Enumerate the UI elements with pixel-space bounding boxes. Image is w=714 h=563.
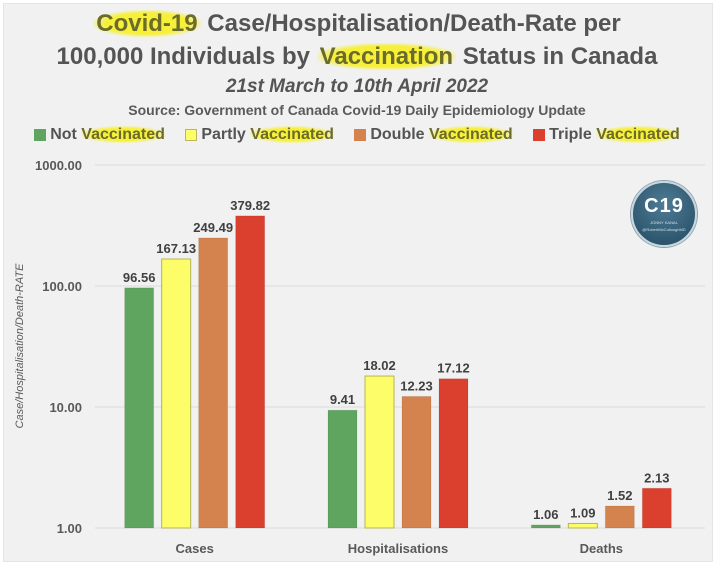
legend-swatch [34, 128, 47, 141]
bar-not-vaccinated-hospitalisations [327, 409, 358, 529]
legend-label: Partly [201, 126, 251, 143]
chart-frame [3, 3, 713, 562]
legend-label-highlight: Vaccinated [596, 126, 680, 143]
data-label: 2.13 [644, 470, 669, 485]
data-label: 167.13 [156, 241, 196, 256]
legend-label: Not [50, 126, 82, 143]
legend-label-highlight: Vaccinated [81, 126, 165, 143]
y-tick-label: 1.00 [57, 521, 82, 536]
title-line2-pre: 100,000 Individuals by [56, 43, 317, 70]
legend-swatch [354, 128, 367, 141]
x-tick-label: Deaths [580, 541, 623, 556]
y-tick-label: 100.00 [42, 279, 82, 294]
data-label: 18.02 [363, 358, 396, 373]
x-axis-labels: Cases Hospitalisations Deaths [176, 541, 624, 556]
legend-label: Double [370, 126, 430, 143]
data-label: 9.41 [330, 392, 355, 407]
y-axis-ticks: 1.00 10.00 100.00 1000.00 [35, 158, 82, 536]
badge-sub-text: JONNY KANAL [650, 220, 678, 225]
legend-label-highlight: Vaccinated [429, 126, 513, 143]
bars [124, 215, 672, 529]
data-label: 17.12 [437, 361, 470, 376]
data-label: 1.09 [570, 505, 595, 520]
bar-triple-vaccinated-deaths [641, 487, 672, 529]
x-tick-label: Hospitalisations [348, 541, 448, 556]
title-highlight-vaccination: Vaccination [316, 43, 457, 70]
bar-not-vaccinated-deaths [530, 524, 561, 529]
chart-title-line1: Covid-19 Case/Hospitalisation/Death-Rate… [0, 10, 714, 38]
legend-item-partly-vaccinated: Partly Vaccinated [185, 126, 334, 144]
bar-not-vaccinated-cases [124, 287, 155, 529]
chart-title-line2: 100,000 Individuals by Vaccination Statu… [0, 43, 714, 71]
legend: Not Vaccinated Partly Vaccinated Double … [0, 126, 714, 144]
badge-main-text: C19 [644, 195, 684, 217]
bar-partly-vaccinated-deaths [567, 522, 598, 529]
legend-item-not-vaccinated: Not Vaccinated [34, 126, 165, 144]
data-label: 1.06 [533, 507, 558, 522]
legend-item-triple-vaccinated: Triple Vaccinated [533, 126, 680, 144]
data-label: 1.52 [607, 488, 632, 503]
data-label: 249.49 [193, 220, 233, 235]
chart-source: Source: Government of Canada Covid-19 Da… [128, 102, 586, 118]
y-tick-label: 1000.00 [35, 158, 82, 173]
bar-partly-vaccinated-hospitalisations [364, 375, 395, 529]
y-axis-label: Case/Hospitalisation/Death-RATE [14, 263, 26, 429]
legend-swatch [185, 128, 198, 141]
c19-logo-badge: C19 JONNY KANAL @RobertMcCulloughMD [631, 181, 697, 247]
data-label: 379.82 [230, 198, 270, 213]
title-line1-text: Case/Hospitalisation/Death-Rate per [200, 10, 621, 37]
badge-handle-text: @RobertMcCulloughMD [642, 227, 686, 232]
gridlines [95, 164, 705, 529]
title-line2-post: Status in Canada [456, 43, 658, 70]
bar-triple-vaccinated-hospitalisations [438, 378, 469, 529]
data-label: 96.56 [123, 270, 156, 285]
chart-date-range: 21st March to 10th April 2022 [225, 76, 489, 97]
legend-item-double-vaccinated: Double Vaccinated [354, 126, 513, 144]
x-tick-label: Cases [176, 541, 214, 556]
data-label: 12.23 [400, 378, 433, 393]
legend-label: Triple [549, 126, 597, 143]
bar-triple-vaccinated-cases [235, 215, 266, 529]
bar-double-vaccinated-hospitalisations [401, 395, 432, 529]
legend-swatch [533, 128, 546, 141]
bar-partly-vaccinated-cases [161, 258, 192, 529]
bar-double-vaccinated-deaths [604, 505, 635, 529]
title-highlight-covid: Covid-19 [93, 10, 201, 37]
legend-label-highlight: Vaccinated [250, 126, 334, 143]
bar-double-vaccinated-cases [198, 237, 229, 529]
y-tick-label: 10.00 [49, 400, 82, 415]
